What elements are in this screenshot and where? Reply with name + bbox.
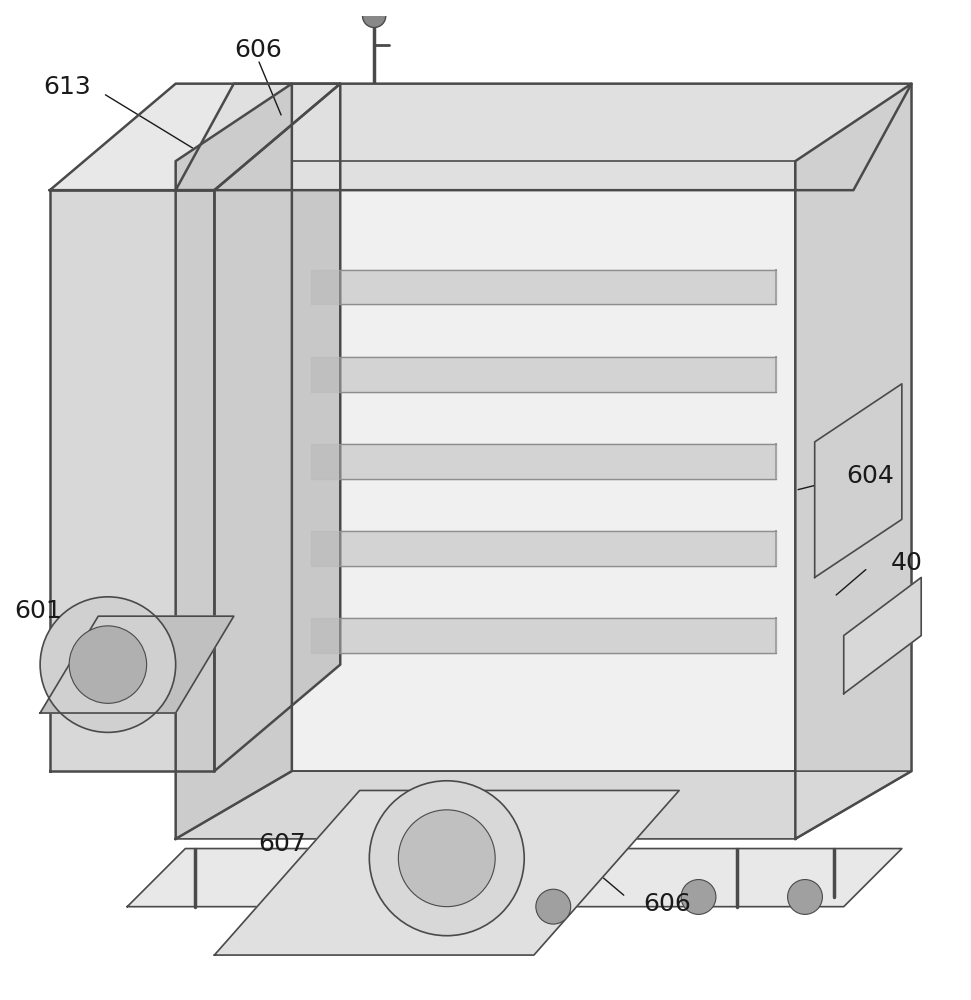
- Polygon shape: [292, 161, 795, 771]
- Circle shape: [40, 597, 176, 732]
- Text: 40: 40: [890, 551, 922, 575]
- Circle shape: [369, 781, 524, 936]
- Bar: [64, 626, 137, 655]
- Text: 606: 606: [644, 892, 691, 916]
- Polygon shape: [795, 84, 912, 839]
- Circle shape: [362, 4, 385, 28]
- Polygon shape: [312, 618, 776, 653]
- Bar: [74, 437, 137, 500]
- Circle shape: [69, 626, 147, 703]
- Circle shape: [536, 889, 571, 924]
- Polygon shape: [176, 84, 292, 839]
- Polygon shape: [40, 616, 234, 713]
- Polygon shape: [312, 531, 776, 566]
- Polygon shape: [127, 849, 902, 907]
- Polygon shape: [215, 790, 679, 955]
- Circle shape: [681, 880, 716, 914]
- Bar: [829, 452, 883, 490]
- Polygon shape: [312, 357, 776, 392]
- Polygon shape: [844, 577, 921, 694]
- Text: 604: 604: [846, 464, 894, 488]
- Bar: [74, 529, 137, 568]
- Polygon shape: [215, 84, 340, 771]
- Polygon shape: [176, 771, 912, 839]
- Text: 601: 601: [15, 599, 62, 623]
- Bar: [64, 679, 108, 703]
- Circle shape: [398, 810, 495, 907]
- Polygon shape: [176, 84, 912, 190]
- Polygon shape: [815, 384, 902, 577]
- Polygon shape: [50, 84, 340, 190]
- Circle shape: [787, 880, 822, 914]
- Polygon shape: [312, 444, 776, 479]
- Text: 607: 607: [258, 832, 306, 856]
- Text: 613: 613: [44, 75, 91, 99]
- Polygon shape: [312, 270, 776, 304]
- Polygon shape: [50, 190, 215, 771]
- Bar: [829, 505, 883, 539]
- Text: 606: 606: [234, 38, 282, 62]
- Bar: [64, 268, 161, 384]
